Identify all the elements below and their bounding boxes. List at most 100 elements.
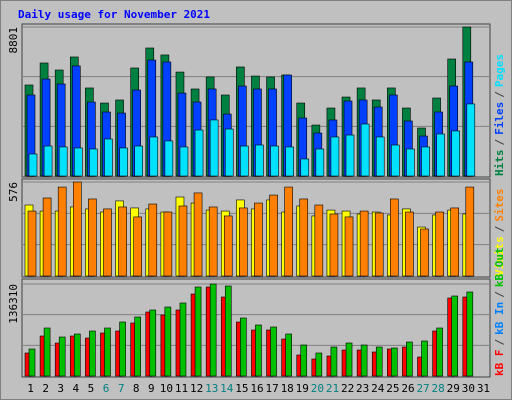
bar [28, 153, 38, 177]
bar [104, 138, 113, 177]
x-tick-label: 7 [118, 382, 125, 395]
y-tick-label: 576 [7, 182, 20, 202]
bar [28, 348, 36, 377]
bar [329, 213, 339, 277]
x-tick-label: 1 [27, 382, 34, 395]
legend-entry: Hits [493, 150, 506, 177]
bar [284, 186, 293, 277]
bar [133, 216, 142, 277]
bar [406, 148, 415, 177]
bar [299, 198, 309, 277]
bar [104, 327, 111, 377]
bar [209, 283, 217, 377]
bar [254, 202, 263, 277]
x-tick-label: 2 [42, 382, 49, 395]
legend: Visits / Sites [493, 189, 506, 277]
legend-entry: kB F [493, 350, 506, 377]
legend-entry: Files [493, 102, 506, 135]
bar [73, 333, 81, 377]
legend-separator: / [493, 225, 506, 232]
bar [466, 291, 474, 377]
x-tick-label: 11 [175, 382, 188, 395]
x-tick-label: 27 [416, 382, 429, 395]
x-tick-label: 16 [250, 382, 263, 395]
x-tick-label: 15 [235, 382, 248, 395]
legend-entry: Pages [493, 54, 506, 87]
bar [73, 147, 83, 177]
bar [224, 128, 234, 177]
bar [390, 198, 399, 277]
bar [270, 145, 279, 177]
x-tick-label: 20 [311, 382, 324, 395]
bar [255, 144, 264, 177]
bar [405, 211, 414, 277]
legend-entry: Sites [493, 189, 506, 222]
legend-separator: / [493, 139, 506, 146]
bar [134, 145, 143, 177]
bar [149, 309, 157, 377]
legend-separator: / [493, 91, 506, 98]
bar [72, 181, 82, 277]
x-tick-label: 19 [296, 382, 309, 395]
bar [345, 342, 353, 377]
bar [164, 306, 172, 377]
y-tick-label: 136310 [7, 284, 20, 324]
bar [134, 316, 141, 377]
bar [148, 203, 158, 277]
bar [374, 212, 384, 277]
bar [208, 206, 218, 277]
bar [360, 344, 368, 377]
x-tick-label: 14 [220, 382, 234, 395]
bar [149, 136, 159, 177]
bar [344, 216, 354, 277]
legend: kB F / kB In / kB Out [493, 247, 506, 376]
bar [315, 148, 325, 177]
chart-title: Daily usage for November 2021 [18, 8, 210, 21]
bar [315, 352, 323, 377]
bar [163, 211, 173, 277]
legend-entry: kB Out [493, 247, 506, 287]
bar [89, 148, 98, 177]
legend-entry: kB In [493, 302, 506, 335]
x-tick-label: 22 [341, 382, 354, 395]
legend: Hits / Files / Pages [493, 54, 506, 176]
bar [451, 295, 459, 377]
x-tick-label: 12 [190, 382, 203, 395]
bar [43, 145, 53, 177]
bar [330, 136, 340, 177]
bar [406, 341, 413, 377]
bar [360, 123, 370, 177]
bar [224, 285, 232, 377]
x-tick-label: 31 [477, 382, 490, 395]
x-tick-label: 6 [103, 382, 110, 395]
bar [179, 302, 187, 377]
bar [42, 197, 52, 277]
bar [193, 192, 203, 277]
bar [450, 207, 460, 277]
bar [270, 326, 277, 377]
bar [375, 346, 383, 377]
x-tick-label: 24 [371, 382, 385, 395]
bar [240, 317, 247, 377]
bar [300, 344, 308, 377]
bar [391, 144, 400, 177]
bar [451, 130, 461, 177]
bar [58, 336, 66, 377]
x-tick-label: 30 [462, 382, 475, 395]
bar [300, 158, 310, 177]
bar [420, 228, 429, 277]
x-tick-label: 25 [386, 382, 399, 395]
bar [435, 211, 444, 277]
x-tick-label: 18 [281, 382, 294, 395]
bar [330, 346, 338, 377]
bar [269, 194, 278, 277]
bar [466, 103, 476, 177]
bar [179, 146, 189, 177]
bar [57, 186, 67, 277]
x-tick-label: 28 [432, 382, 445, 395]
legend-separator: / [493, 291, 506, 298]
x-tick-label: 3 [57, 382, 64, 395]
bar [375, 136, 385, 177]
legend-separator: / [493, 339, 506, 346]
